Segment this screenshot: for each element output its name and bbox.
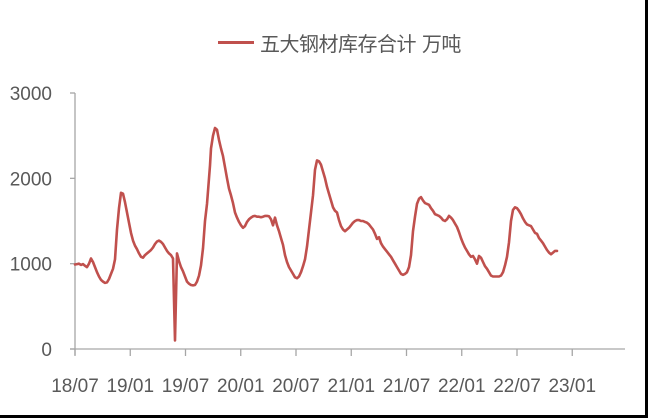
y-tick-label: 3000 [10,84,52,105]
legend-label: 五大钢材库存合计 万吨 [260,31,461,56]
y-axis [70,92,76,355]
x-tick-label: 22/07 [493,376,541,397]
x-tick-label: 22/01 [438,376,486,397]
y-axis-labels: 0 1000 2000 3000 [10,84,52,361]
x-tick-label: 21/07 [383,376,431,397]
x-axis [70,348,625,356]
inventory-series-line [73,126,559,342]
x-tick-label: 20/01 [217,376,265,397]
y-tick-label: 0 [41,340,52,361]
x-tick-label: 19/07 [162,376,210,397]
x-tick-label: 20/07 [272,376,320,397]
y-tick-label: 1000 [10,255,52,276]
legend-line-swatch [218,40,254,44]
x-axis-labels: 18/07 19/01 19/07 20/01 20/07 21/01 21/07 22/01… [51,376,596,397]
x-tick-label: 19/01 [106,376,154,397]
x-tick-label: 21/01 [327,376,375,397]
y-tick-label: 2000 [10,169,52,190]
x-tick-label: 18/07 [51,376,99,397]
x-tick-label: 23/01 [548,376,596,397]
chart-legend: 五大钢材库存合计 万吨 [218,29,461,56]
